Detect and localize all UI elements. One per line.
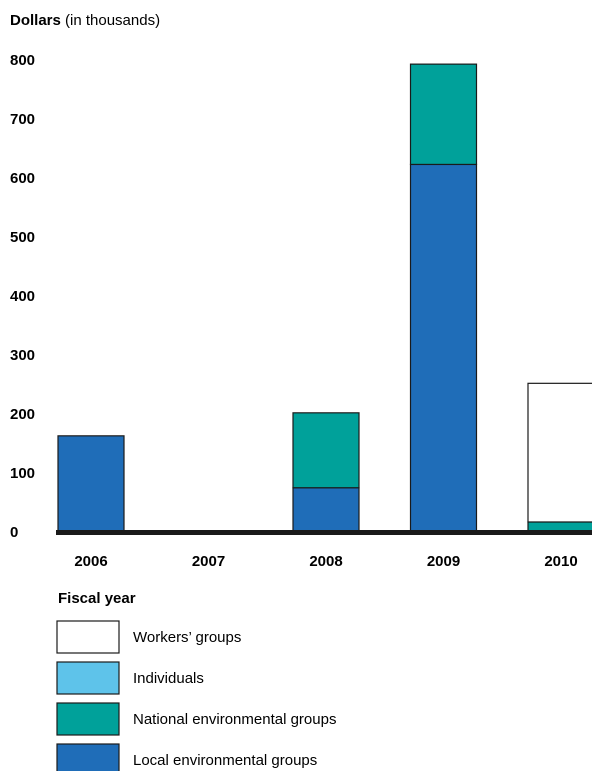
x-tick-label: 2010 (544, 553, 577, 570)
bar-segment (57, 435, 125, 533)
y-tick-label: 400 (10, 288, 35, 305)
bars (57, 63, 592, 533)
bar-segment (409, 163, 478, 533)
x-tick-label: 2008 (309, 553, 342, 570)
y-tick-label: 200 (10, 406, 35, 423)
y-tick-label: 700 (10, 111, 35, 128)
y-tick-label: 500 (10, 229, 35, 246)
legend-label: Individuals (133, 670, 204, 687)
y-tick-labels: 0 100 200 300 400 500 600 700 800 (10, 52, 35, 541)
y-tick-label: 0 (10, 524, 18, 541)
legend-swatch (56, 620, 120, 654)
bar-segment (409, 63, 478, 166)
legend-swatch (56, 743, 120, 771)
x-tick-label: 2007 (192, 553, 225, 570)
legend-label: Local environmental groups (133, 752, 317, 769)
y-tick-label: 600 (10, 170, 35, 187)
x-tick-labels: 2006 2007 2008 2009 2010 (74, 553, 577, 570)
y-axis-label: Dollars (in thousands) (10, 12, 160, 29)
legend-label: Workers’ groups (133, 629, 241, 646)
y-tick-label: 100 (10, 465, 35, 482)
bar-segment (527, 382, 592, 523)
bar-segment (292, 412, 360, 489)
x-axis-label: Fiscal year (58, 590, 136, 607)
y-tick-label: 300 (10, 347, 35, 364)
x-tick-label: 2009 (427, 553, 460, 570)
bar-segment (292, 487, 360, 533)
legend-swatch (56, 702, 120, 736)
y-tick-label: 800 (10, 52, 35, 69)
x-tick-label: 2006 (74, 553, 107, 570)
legend-label: National environmental groups (133, 711, 336, 728)
legend: Workers’ groups Individuals National envir… (56, 620, 336, 771)
x-axis-line (56, 530, 592, 535)
legend-swatch (56, 661, 120, 695)
